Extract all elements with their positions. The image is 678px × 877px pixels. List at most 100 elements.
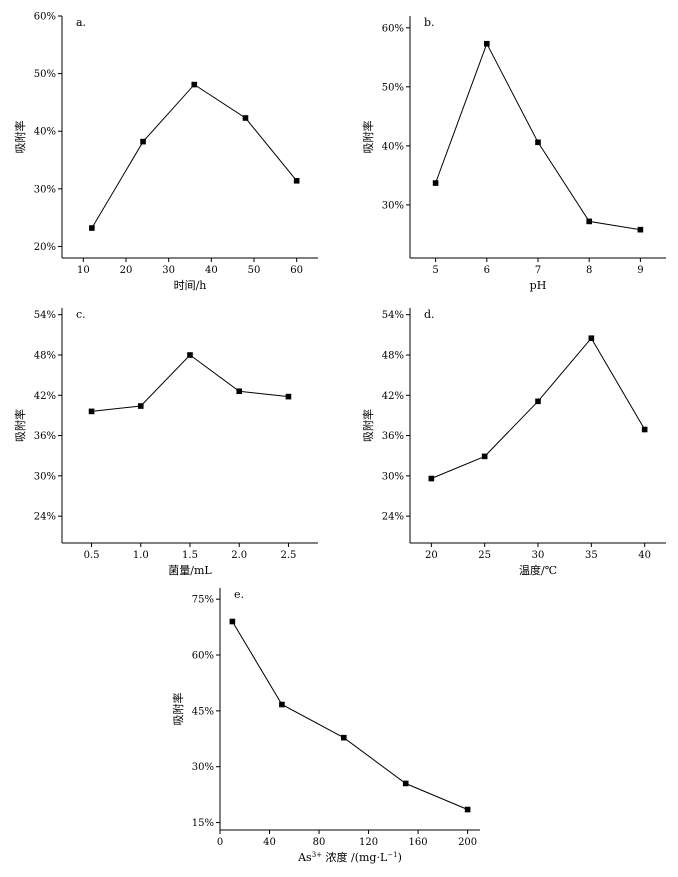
panel-label: c. [76,308,86,321]
x-tick-label: 7 [535,265,541,276]
x-axis-title: As3+ 浓度 /(mg·L−1) [297,850,402,864]
y-axis-title: 吸附率 [361,121,375,154]
data-point [402,780,409,787]
panel-label: d. [424,308,435,321]
data-point [535,398,541,405]
y-tick-label: 30% [192,762,214,773]
data-point [140,138,146,145]
y-axis-title: 吸附率 [13,121,27,154]
y-tick-label: 54% [382,310,404,321]
data-point [191,81,198,88]
panel-label: e. [234,588,244,601]
data-point [432,180,439,186]
y-tick-label: 36% [382,431,404,442]
y-tick-label: 48% [34,351,56,362]
x-tick-label: 160 [409,837,428,848]
x-tick-label: 30 [162,265,175,276]
data-point [236,388,243,395]
y-tick-label: 20% [34,242,56,253]
x-tick-label: 2.0 [231,550,247,561]
y-tick-label: 15% [192,818,214,829]
x-tick-label: 1.0 [133,550,149,561]
y-tick-label: 60% [34,12,56,23]
series-line [91,354,289,412]
x-tick-label: 10 [77,265,90,276]
data-point [279,701,285,708]
x-tick-label: 0.5 [84,550,100,561]
y-tick-label: 30% [382,200,404,211]
x-tick-label: 60 [290,265,303,276]
x-axis-title: 菌量/mL [168,564,212,577]
data-point [428,475,435,482]
y-tick-label: 60% [382,23,404,34]
y-axis-title: 吸附率 [171,693,185,726]
y-axis-title: 吸附率 [361,409,375,442]
y-tick-label: 40% [382,141,404,152]
x-tick-label: 30 [532,550,545,561]
x-tick-label: 50 [248,265,261,276]
panel-3: 0.5 1.0 1.5 2.0 2.5 24% 30% 36% 42% 48% 54% c. 吸附率菌量… [13,308,318,577]
y-tick-label: 30% [34,471,56,482]
x-tick-label: 20 [425,550,438,561]
x-tick-label: 20 [120,265,133,276]
y-tick-label: 50% [34,69,56,80]
x-tick-label: 6 [484,265,490,276]
y-tick-label: 30% [34,184,56,195]
y-tick-label: 48% [382,351,404,362]
series-line [431,337,646,479]
y-axis-title: 吸附率 [13,409,27,442]
y-tick-label: 24% [382,512,404,523]
x-tick-label: 200 [458,837,477,848]
y-tick-label: 60% [192,651,214,662]
y-tick-label: 42% [382,391,404,402]
panel-label: b. [424,16,435,29]
panel-5: 0 40 80 120 160 200 15% 30% 45% 60% 75% e. 吸附率 As3+ 浓… [171,588,480,864]
x-tick-label: 80 [313,837,326,848]
x-tick-label: 0 [217,837,223,848]
x-tick-label: 25 [478,550,491,561]
data-point [481,453,488,460]
x-axis-title: pH [530,279,547,292]
x-tick-label: 5 [432,265,438,276]
series-line [231,621,468,810]
data-point [285,393,292,400]
y-tick-label: 50% [382,82,404,93]
data-point [187,352,193,358]
data-point [637,226,644,233]
data-point [88,408,95,415]
data-point [484,40,490,47]
x-axis-title: 时间/h [174,279,207,292]
y-tick-label: 24% [34,512,56,523]
x-tick-label: 2.5 [281,550,297,561]
data-point [242,115,249,121]
x-axis-title: 温度/℃ [519,563,557,577]
series-line [435,42,641,231]
panel-2: 5 6 7 8 9 30% 40% 50% 60% b. 吸附率 pH [361,16,666,292]
series-line [91,83,298,229]
x-tick-label: 8 [586,265,592,276]
data-point [586,218,592,225]
x-tick-label: 40 [263,837,276,848]
x-tick-label: 40 [205,265,218,276]
y-tick-label: 75% [192,595,214,606]
y-tick-label: 54% [34,310,56,321]
x-tick-label: 120 [359,837,378,848]
x-tick-label: 35 [585,550,598,561]
data-point [293,177,300,184]
data-point [137,403,144,409]
x-tick-label: 1.5 [182,550,198,561]
y-tick-label: 30% [382,471,404,482]
data-point [641,426,648,433]
data-point [464,806,471,813]
y-tick-label: 45% [192,706,214,717]
y-tick-label: 42% [34,391,56,402]
y-tick-label: 36% [34,431,56,442]
data-point [229,618,236,625]
data-point [588,335,595,342]
data-point [341,734,347,741]
data-point [89,225,95,231]
panel-label: a. [76,16,86,29]
